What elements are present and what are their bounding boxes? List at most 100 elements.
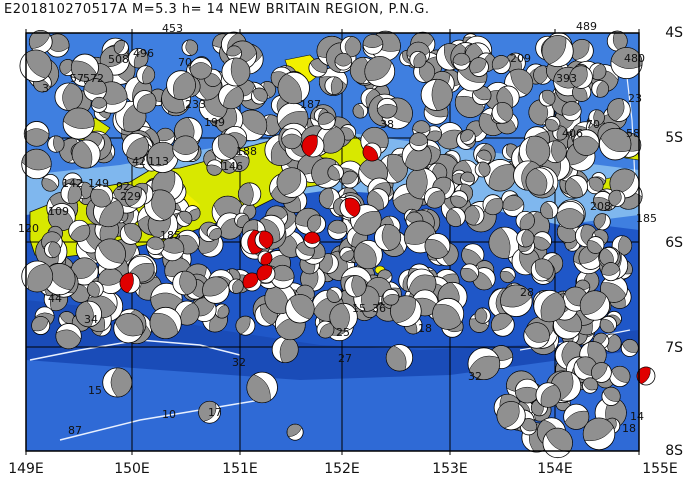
focal-mechanism — [636, 366, 656, 386]
depth-label: 28 — [520, 286, 534, 299]
focal-mechanism — [609, 365, 631, 388]
focal-mechanism — [561, 101, 582, 122]
lon-label-149e: 149E — [8, 461, 44, 477]
focal-mechanism — [488, 226, 521, 259]
depth-label: 187 — [300, 98, 321, 111]
depth-label: 120 — [18, 222, 39, 235]
depth-label: 87 — [68, 424, 82, 437]
focal-mechanism — [376, 97, 398, 119]
focal-mechanism — [327, 219, 348, 240]
focal-mechanism — [256, 264, 276, 284]
focal-mechanism — [339, 36, 362, 58]
focal-mechanism — [91, 96, 108, 113]
focal-mechanism — [582, 417, 616, 451]
lat-label-6s: 6S — [665, 235, 683, 251]
depth-label: 57 — [70, 72, 84, 85]
focal-mechanism — [149, 306, 182, 340]
focal-mechanism — [463, 204, 485, 226]
depth-label: 453 — [162, 22, 183, 35]
focal-mechanism — [420, 78, 453, 111]
depth-label: 489 — [576, 20, 597, 33]
focal-mechanism — [221, 57, 251, 87]
focal-mechanism — [68, 219, 91, 242]
focal-mechanism — [326, 286, 343, 303]
focal-mechanism — [70, 53, 99, 82]
depth-label: 185 — [160, 229, 181, 242]
focal-mechanism — [424, 187, 446, 209]
focal-mechanism — [276, 167, 308, 198]
focal-mechanism — [569, 65, 593, 89]
depth-label: 15 — [352, 302, 366, 315]
lon-label-153e: 153E — [432, 461, 468, 477]
focal-mechanism — [591, 79, 610, 98]
depth-label: 18 — [622, 422, 636, 435]
focal-mechanism — [385, 344, 414, 372]
focal-mechanisms — [19, 29, 656, 459]
depth-label: 146 — [222, 160, 243, 173]
focal-mechanism — [530, 258, 554, 282]
lat-label-7s: 7S — [665, 340, 683, 356]
focal-mechanism — [518, 135, 551, 168]
focal-mechanism — [586, 236, 605, 254]
focal-mechanism — [316, 320, 335, 339]
focal-mechanism — [491, 102, 514, 124]
focal-mechanism — [599, 246, 619, 267]
depth-label: 23 — [628, 92, 642, 105]
depth-label: 92 — [116, 180, 130, 193]
focal-mechanism — [62, 107, 95, 140]
focal-mechanism — [579, 290, 611, 321]
focal-mechanism — [124, 186, 147, 209]
depth-label: 14 — [630, 410, 644, 423]
focal-mechanism — [281, 128, 303, 150]
lat-label-5s: 5S — [665, 130, 683, 146]
focal-mechanism — [218, 83, 244, 110]
lon-label-150e: 150E — [114, 461, 150, 477]
focal-mechanism — [564, 175, 588, 199]
focal-mechanism — [250, 87, 268, 105]
focal-mechanism — [469, 57, 489, 77]
depth-label: 34 — [84, 313, 98, 326]
focal-mechanism — [520, 418, 538, 436]
focal-mechanism — [257, 250, 273, 266]
focal-mechanism — [97, 267, 124, 294]
focal-mechanism — [436, 122, 464, 150]
depth-label: 32 — [468, 370, 482, 383]
focal-mechanism — [237, 182, 262, 206]
depth-label: 188 — [236, 145, 257, 158]
depth-label: 185 — [636, 212, 657, 225]
focal-mechanism — [581, 377, 599, 394]
focal-mechanism — [620, 339, 639, 357]
focal-mechanism — [542, 427, 573, 459]
focal-mechanism — [71, 139, 101, 169]
focal-mechanism — [28, 29, 53, 54]
depth-label: 27 — [338, 352, 352, 365]
focal-mechanism — [460, 129, 476, 145]
focal-mechanism — [189, 57, 213, 80]
focal-mechanism — [119, 272, 141, 294]
focal-mechanism — [461, 243, 485, 267]
focal-mechanism — [500, 284, 533, 317]
focal-mechanism — [496, 111, 519, 135]
focal-mechanism — [516, 229, 535, 248]
focal-mechanism — [491, 55, 511, 74]
lat-label-8s: 8S — [665, 443, 683, 459]
depth-labels: 453 496 508 57 572 70 233 199 42 3 146 142 149 92 120 1… — [18, 20, 657, 437]
focal-mechanism — [533, 289, 566, 323]
trench-contour-2 — [59, 399, 261, 441]
map-title: E201810270517A M=5.3 h= 14 NEW BRITAIN R… — [4, 2, 430, 17]
focal-mechanism — [198, 400, 221, 424]
focal-mechanism — [592, 191, 613, 211]
focal-mechanism — [128, 48, 149, 69]
focal-mechanism — [476, 149, 492, 166]
depth-label: 3 — [42, 82, 49, 95]
focal-mechanism — [166, 70, 196, 100]
focal-mechanism — [41, 173, 60, 192]
focal-mechanism — [467, 347, 501, 381]
focal-mechanism — [214, 303, 230, 319]
depth-label: 18 — [418, 322, 432, 335]
focal-mechanism — [432, 297, 465, 330]
lon-label-154e: 154E — [537, 461, 573, 477]
focal-mechanism — [556, 200, 585, 230]
focal-mechanism — [181, 39, 199, 56]
focal-mechanism — [270, 264, 295, 289]
